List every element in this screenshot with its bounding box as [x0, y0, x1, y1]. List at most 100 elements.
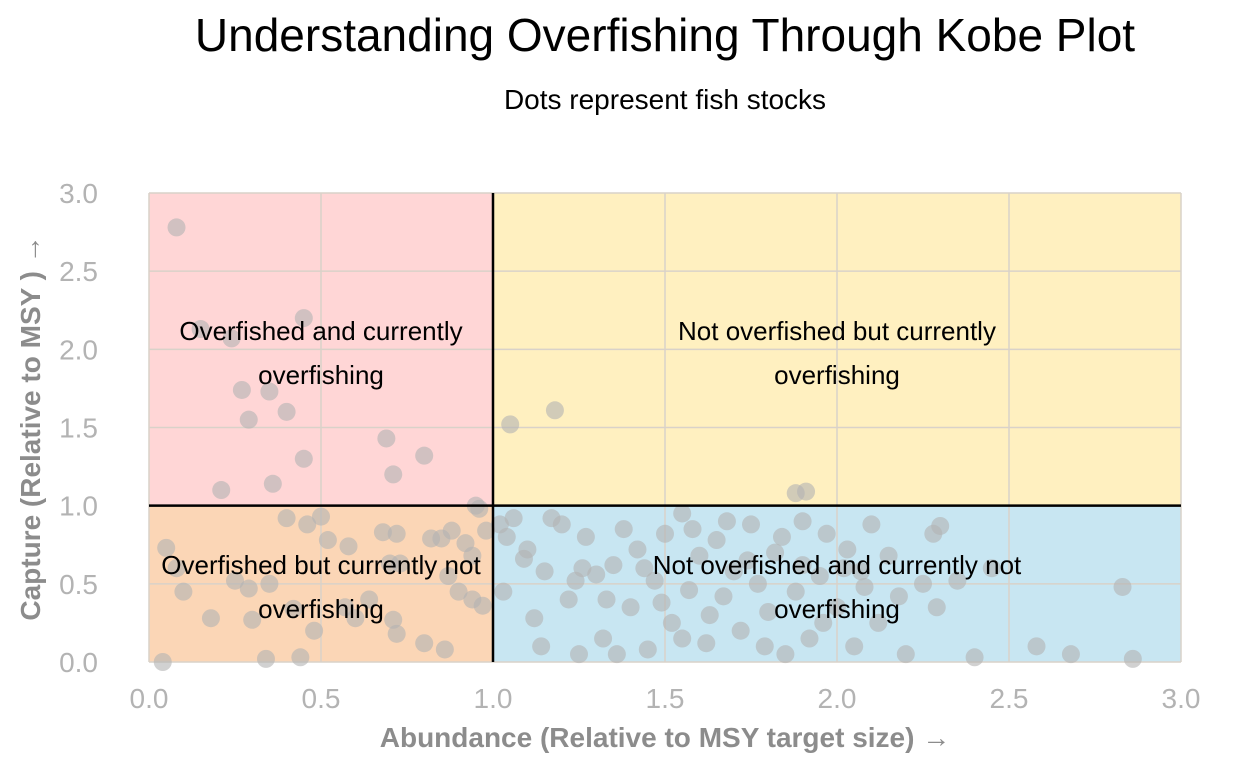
fish-stock-point	[614, 520, 633, 539]
fish-stock-point	[470, 499, 489, 518]
fish-stock-point	[635, 559, 654, 578]
y-tick-label: 2.5	[59, 256, 98, 287]
fish-stock-point	[965, 648, 984, 667]
fish-stock-point	[294, 449, 313, 468]
fish-stock-point	[501, 415, 520, 434]
fish-stock-point	[504, 509, 523, 528]
fish-stock-point	[700, 606, 719, 625]
fish-stock-point	[1123, 649, 1142, 668]
fish-stock-point	[260, 382, 279, 401]
fish-stock-point	[862, 515, 881, 534]
fish-stock-point	[621, 598, 640, 617]
fish-stock-point	[167, 559, 186, 578]
fish-stock-point	[559, 590, 578, 609]
fish-stock-point	[845, 637, 864, 656]
fish-stock-point	[435, 640, 454, 659]
fish-stock-point	[793, 512, 812, 531]
fish-stock-point	[576, 527, 595, 546]
y-tick-label: 1.5	[59, 413, 98, 444]
fish-stock-point	[387, 624, 406, 643]
fish-stock-point	[927, 598, 946, 617]
fish-stock-point	[800, 629, 819, 648]
grid-layer	[148, 192, 1182, 663]
fish-stock-point	[982, 559, 1001, 578]
fish-stock-point	[797, 482, 816, 501]
fish-stock-point	[312, 507, 330, 526]
region-labels-layer: Overfished and currently overfishing Not o…	[161, 316, 1022, 624]
fish-stock-point	[415, 634, 434, 653]
fish-stock-point	[545, 401, 564, 420]
fish-stock-point	[201, 609, 220, 628]
fish-stock-point	[879, 546, 898, 565]
fish-stock-point	[742, 515, 760, 534]
fish-stock-point	[318, 531, 337, 550]
fish-stock-point	[724, 562, 743, 581]
fish-stock-point	[384, 610, 403, 629]
fish-stock-point	[477, 521, 496, 540]
fish-stock-point	[243, 610, 262, 629]
x-tick-label: 1.0	[474, 683, 513, 714]
fish-stock-point	[277, 509, 296, 528]
fish-stock-point	[673, 504, 692, 523]
fish-stock-point	[814, 613, 833, 632]
fish-stock-point	[594, 629, 613, 648]
fish-stock-point	[570, 645, 588, 664]
label-not-overfished-overfishing: Not overfished but currently overfishing	[678, 316, 996, 390]
fish-stock-point	[931, 516, 950, 535]
fish-stock-point	[439, 567, 458, 586]
fish-stock-point	[377, 429, 396, 448]
fish-stock-point	[683, 520, 702, 539]
chart-subtitle: Dots represent fish stocks	[503, 84, 827, 115]
fish-stock-point	[212, 481, 231, 500]
x-tick-label: 2.5	[990, 683, 1029, 714]
fish-stock-point	[587, 565, 606, 584]
label-overfished-overfishing: Overfished and currently overfishing	[179, 316, 462, 390]
fish-stock-point	[662, 613, 681, 632]
points-layer	[153, 218, 1142, 671]
label-not-overfished-not-overfishing: Not overfished and currently not overfish…	[653, 550, 1022, 624]
fish-stock-point	[855, 577, 874, 596]
fish-stock-point	[291, 648, 310, 667]
fish-stock-point	[817, 524, 836, 543]
x-tick-label: 3.0	[1162, 683, 1201, 714]
fish-stock-point	[793, 556, 812, 575]
fish-stock-point	[260, 574, 279, 593]
fish-stock-point	[1061, 645, 1080, 664]
y-tick-label: 0.5	[59, 569, 98, 600]
fish-stock-point	[167, 218, 186, 237]
fish-stock-point	[497, 527, 516, 546]
fish-stock-point	[948, 571, 967, 590]
y-tick-label: 1.0	[59, 491, 98, 522]
fish-stock-point	[380, 554, 399, 573]
fish-stock-point	[277, 402, 296, 421]
fish-stock-point	[690, 546, 709, 565]
fish-stock-point	[222, 329, 241, 348]
fish-stock-point	[494, 582, 513, 601]
fish-stock-point	[748, 574, 767, 593]
fish-stock-point	[766, 543, 785, 562]
fish-stock-point	[645, 571, 664, 590]
x-tick-label: 2.0	[818, 683, 857, 714]
fish-stock-point	[772, 527, 791, 546]
fish-stock-point	[518, 540, 537, 559]
fish-stock-point	[673, 629, 692, 648]
fish-stock-point	[852, 562, 871, 581]
fish-stock-point	[256, 649, 275, 668]
fish-stock-point	[294, 309, 313, 328]
fish-stock-point	[463, 546, 482, 565]
fish-stock-point	[263, 474, 282, 493]
fish-stock-point	[810, 567, 829, 586]
fish-stock-point	[339, 537, 358, 556]
fish-stock-point	[717, 512, 736, 531]
fish-stock-point	[914, 574, 932, 593]
label-overfished-not-overfishing: Overfished but currently not overfishing	[161, 550, 481, 624]
fish-stock-point	[889, 587, 908, 606]
fish-stock-point	[449, 582, 468, 601]
fish-stock-point	[387, 524, 406, 543]
fish-stock-point	[153, 653, 172, 671]
fish-stock-point	[525, 609, 544, 628]
fish-stock-point	[239, 410, 258, 429]
fish-stock-point	[1113, 577, 1132, 596]
fish-stock-point	[157, 538, 176, 557]
